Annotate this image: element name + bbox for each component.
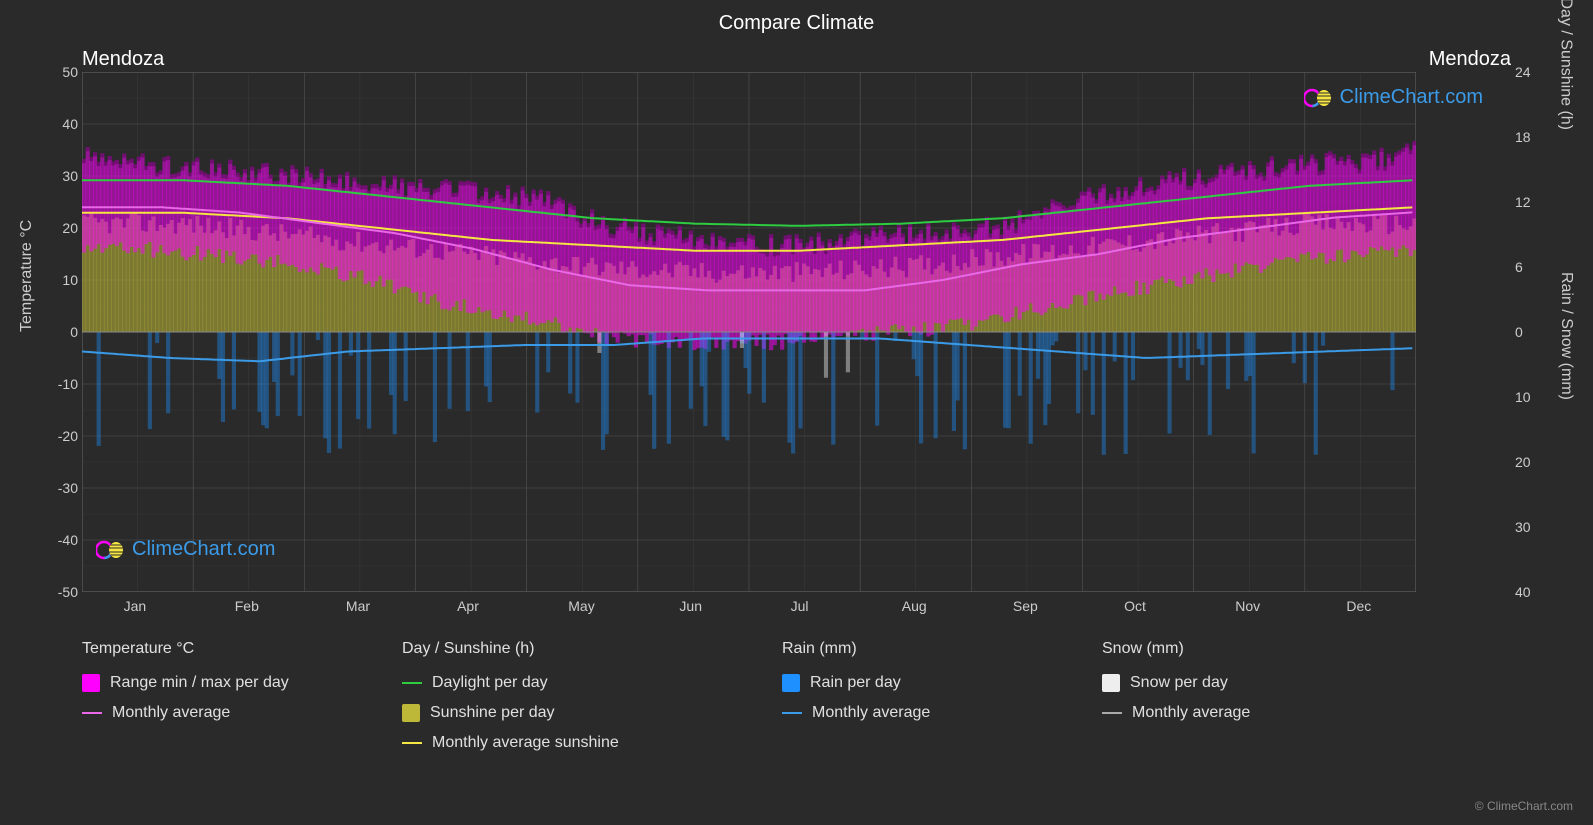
chart-plot bbox=[82, 72, 1416, 592]
legend-header: Day / Sunshine (h) bbox=[402, 640, 742, 658]
month-label: Oct bbox=[1124, 598, 1146, 614]
y-tick-right-bottom: 10 bbox=[1515, 389, 1545, 405]
legend-label: Sunshine per day bbox=[430, 704, 555, 722]
chart-title: Compare Climate bbox=[0, 0, 1593, 35]
month-label: Jan bbox=[124, 598, 147, 614]
legend-item: Monthly average bbox=[82, 704, 362, 722]
month-label: Dec bbox=[1346, 598, 1371, 614]
swatch-icon bbox=[402, 704, 420, 722]
month-label: Apr bbox=[457, 598, 479, 614]
legend-header: Snow (mm) bbox=[1102, 640, 1382, 658]
logo-icon bbox=[96, 539, 126, 561]
legend-item: Snow per day bbox=[1102, 674, 1382, 692]
y-tick-left: 40 bbox=[48, 116, 78, 132]
swatch-icon bbox=[1102, 712, 1122, 714]
swatch-icon bbox=[782, 712, 802, 714]
watermark-text: ClimeChart.com bbox=[132, 538, 275, 561]
y-tick-left: 20 bbox=[48, 220, 78, 236]
legend-item: Monthly average sunshine bbox=[402, 734, 742, 752]
y-tick-left: 0 bbox=[48, 324, 78, 340]
legend-label: Monthly average bbox=[112, 704, 230, 722]
swatch-icon bbox=[82, 712, 102, 714]
swatch-icon bbox=[82, 674, 100, 692]
legend-header: Temperature °C bbox=[82, 640, 362, 658]
swatch-icon bbox=[402, 742, 422, 744]
y-tick-right-bottom: 20 bbox=[1515, 454, 1545, 470]
month-label: Sep bbox=[1013, 598, 1038, 614]
legend-col-temperature: Temperature °C Range min / max per day M… bbox=[82, 640, 362, 752]
legend-header: Rain (mm) bbox=[782, 640, 1062, 658]
y-axis-left-label: Temperature °C bbox=[18, 220, 36, 332]
city-label-left: Mendoza bbox=[82, 48, 164, 71]
y-tick-left: 30 bbox=[48, 168, 78, 184]
y-tick-right-top: 0 bbox=[1515, 324, 1545, 340]
y-tick-right-top: 24 bbox=[1515, 64, 1545, 80]
legend-label: Daylight per day bbox=[432, 674, 548, 692]
y-axis-right-bottom-label: Rain / Snow (mm) bbox=[1557, 272, 1575, 400]
watermark-top: ClimeChart.com bbox=[1304, 86, 1483, 109]
y-tick-right-top: 6 bbox=[1515, 259, 1545, 275]
swatch-icon bbox=[402, 682, 422, 684]
legend: Temperature °C Range min / max per day M… bbox=[82, 640, 1533, 752]
legend-item: Daylight per day bbox=[402, 674, 742, 692]
y-tick-left: -10 bbox=[48, 376, 78, 392]
month-label: Mar bbox=[346, 598, 370, 614]
legend-item: Rain per day bbox=[782, 674, 1062, 692]
legend-col-snow: Snow (mm) Snow per day Monthly average bbox=[1102, 640, 1382, 752]
month-label: Jul bbox=[791, 598, 809, 614]
swatch-icon bbox=[782, 674, 800, 692]
y-tick-left: 50 bbox=[48, 64, 78, 80]
month-label: Feb bbox=[235, 598, 259, 614]
y-axis-right-top-label: Day / Sunshine (h) bbox=[1557, 0, 1575, 130]
legend-label: Range min / max per day bbox=[110, 674, 289, 692]
legend-label: Snow per day bbox=[1130, 674, 1228, 692]
y-tick-right-top: 18 bbox=[1515, 129, 1545, 145]
legend-item: Monthly average bbox=[782, 704, 1062, 722]
city-label-right: Mendoza bbox=[1429, 48, 1511, 71]
month-label: Aug bbox=[902, 598, 927, 614]
watermark-bottom: ClimeChart.com bbox=[96, 538, 275, 561]
y-tick-right-bottom: 40 bbox=[1515, 584, 1545, 600]
legend-label: Monthly average bbox=[812, 704, 930, 722]
credit-text: © ClimeChart.com bbox=[1475, 799, 1573, 813]
legend-label: Monthly average sunshine bbox=[432, 734, 619, 752]
legend-col-sunshine: Day / Sunshine (h) Daylight per day Suns… bbox=[402, 640, 742, 752]
legend-item: Sunshine per day bbox=[402, 704, 742, 722]
y-tick-left: -50 bbox=[48, 584, 78, 600]
legend-col-rain: Rain (mm) Rain per day Monthly average bbox=[782, 640, 1062, 752]
logo-icon bbox=[1304, 87, 1334, 109]
month-label: Nov bbox=[1235, 598, 1260, 614]
month-label: Jun bbox=[679, 598, 702, 614]
y-tick-left: 10 bbox=[48, 272, 78, 288]
month-label: May bbox=[568, 598, 594, 614]
legend-item: Range min / max per day bbox=[82, 674, 362, 692]
swatch-icon bbox=[1102, 674, 1120, 692]
watermark-text: ClimeChart.com bbox=[1340, 86, 1483, 109]
y-tick-right-bottom: 30 bbox=[1515, 519, 1545, 535]
legend-label: Rain per day bbox=[810, 674, 901, 692]
y-tick-left: -40 bbox=[48, 532, 78, 548]
legend-label: Monthly average bbox=[1132, 704, 1250, 722]
legend-item: Monthly average bbox=[1102, 704, 1382, 722]
y-tick-right-top: 12 bbox=[1515, 194, 1545, 210]
y-tick-left: -30 bbox=[48, 480, 78, 496]
y-tick-left: -20 bbox=[48, 428, 78, 444]
